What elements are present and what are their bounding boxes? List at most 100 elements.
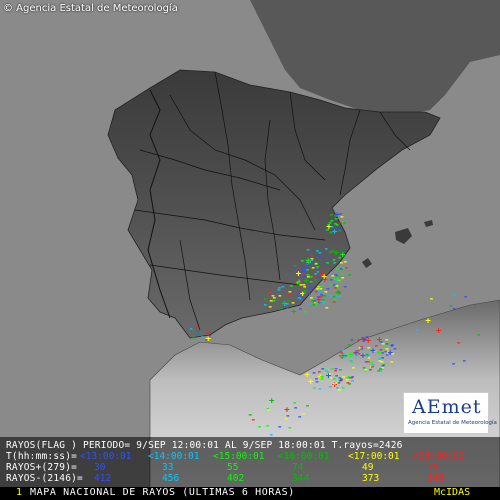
strike-marker: + (364, 351, 371, 362)
strike-marker: - (311, 298, 317, 309)
strike-marker: - (316, 286, 323, 297)
strike-marker: - (288, 281, 295, 292)
strike-marker: - (323, 366, 329, 377)
strike-marker: - (355, 346, 361, 357)
copyright-text: © Agencia Estatal de Meteorología (3, 3, 178, 14)
strike-marker: - (330, 271, 336, 282)
legend-time-label: T(hh:mm:ss)= (6, 451, 78, 462)
strike-marker: - (295, 288, 301, 299)
strike-marker: - (300, 269, 307, 280)
strike-marker: - (283, 414, 289, 425)
strike-marker: - (318, 290, 325, 301)
strike-marker: - (341, 218, 348, 229)
strike-marker: - (291, 398, 298, 409)
strike-marker: - (363, 357, 369, 368)
strike-marker: - (267, 302, 273, 313)
strike-marker: - (338, 375, 345, 386)
strike-marker: - (331, 297, 337, 308)
strike-marker: - (313, 275, 319, 286)
strike-marker: - (349, 372, 356, 383)
strike-marker: - (336, 275, 342, 286)
logo-brand: AEmet (412, 396, 482, 418)
strike-marker: + (361, 335, 367, 346)
strike-marker: - (381, 360, 387, 371)
strike-marker: - (312, 263, 319, 274)
strike-marker: - (317, 267, 324, 278)
strike-marker: - (336, 288, 343, 299)
strike-marker: - (262, 300, 269, 311)
strike-marker: - (366, 343, 372, 354)
strike-marker: - (334, 383, 341, 394)
strike-marker: - (337, 209, 344, 220)
strike-marker: - (348, 356, 354, 367)
legend-positive-label: RAYOS+(279)= (6, 462, 78, 473)
strike-marker: + (435, 326, 442, 337)
strike-marker: - (346, 270, 353, 281)
strike-marker: - (357, 343, 363, 354)
strike-marker: - (268, 296, 274, 307)
strike-marker: + (307, 256, 314, 267)
strike-marker: - (332, 219, 339, 230)
strike-marker: + (376, 335, 383, 346)
strike-marker: - (314, 246, 321, 257)
strike-marker: - (364, 349, 370, 360)
strike-marker: - (320, 291, 326, 302)
strike-marker: - (321, 297, 327, 308)
strike-marker: - (307, 255, 313, 266)
strike-marker: + (268, 396, 275, 407)
strike-marker: - (428, 294, 435, 305)
strike-marker: - (361, 363, 367, 374)
legend-negative-cell: 373 (362, 473, 380, 484)
strike-marker: - (315, 267, 321, 278)
strike-marker: - (328, 210, 335, 221)
portugal-border (147, 89, 171, 319)
legend-time-cell: <15:00:01 (213, 451, 265, 462)
strike-marker: + (387, 348, 393, 359)
strike-marker: - (315, 292, 322, 303)
strike-marker: - (353, 351, 359, 362)
strike-marker: - (326, 220, 332, 231)
strike-marker: - (349, 357, 355, 367)
strike-marker: - (327, 247, 334, 258)
strike-marker: + (335, 275, 341, 286)
strike-marker: - (334, 271, 341, 282)
strike-marker: + (378, 365, 384, 376)
strike-marker: - (298, 294, 305, 305)
strike-marker: - (337, 376, 344, 387)
strike-marker: - (316, 287, 322, 298)
strike-marker: - (333, 371, 340, 382)
strike-marker: - (199, 332, 206, 343)
strike-marker: - (356, 343, 362, 354)
strike-marker: - (383, 341, 389, 352)
strike-marker: + (301, 287, 308, 298)
strike-marker: - (336, 378, 342, 389)
strike-marker: - (302, 307, 309, 318)
strike-marker: - (337, 224, 343, 235)
strike-marker: - (311, 296, 318, 307)
strike-marker: - (386, 337, 392, 348)
strike-marker: - (280, 298, 287, 309)
legend-positive-cell: 33 (162, 462, 174, 473)
strike-marker: - (342, 257, 348, 268)
strike-marker: - (338, 264, 345, 275)
strike-marker: - (304, 401, 311, 412)
strike-marker: - (331, 280, 337, 291)
strike-marker: - (325, 251, 331, 262)
strike-marker: + (335, 275, 341, 286)
legend-negative-cell: 402 (227, 473, 245, 484)
strike-marker: + (299, 289, 306, 300)
strike-marker: - (271, 293, 278, 304)
strike-marker: - (363, 365, 369, 376)
legend-time-cell: <16:00:01 (278, 451, 330, 462)
strike-marker: - (299, 277, 306, 288)
strike-marker: - (356, 335, 362, 346)
strike-marker: - (379, 357, 385, 368)
strike-marker: - (299, 261, 305, 272)
strike-marker: - (337, 365, 344, 376)
strike-marker: - (313, 287, 320, 298)
strike-marker: - (326, 373, 333, 384)
strike-marker: - (319, 374, 325, 385)
strike-marker: + (335, 288, 341, 299)
strike-marker: - (312, 272, 318, 283)
strike-marker: + (303, 259, 309, 270)
